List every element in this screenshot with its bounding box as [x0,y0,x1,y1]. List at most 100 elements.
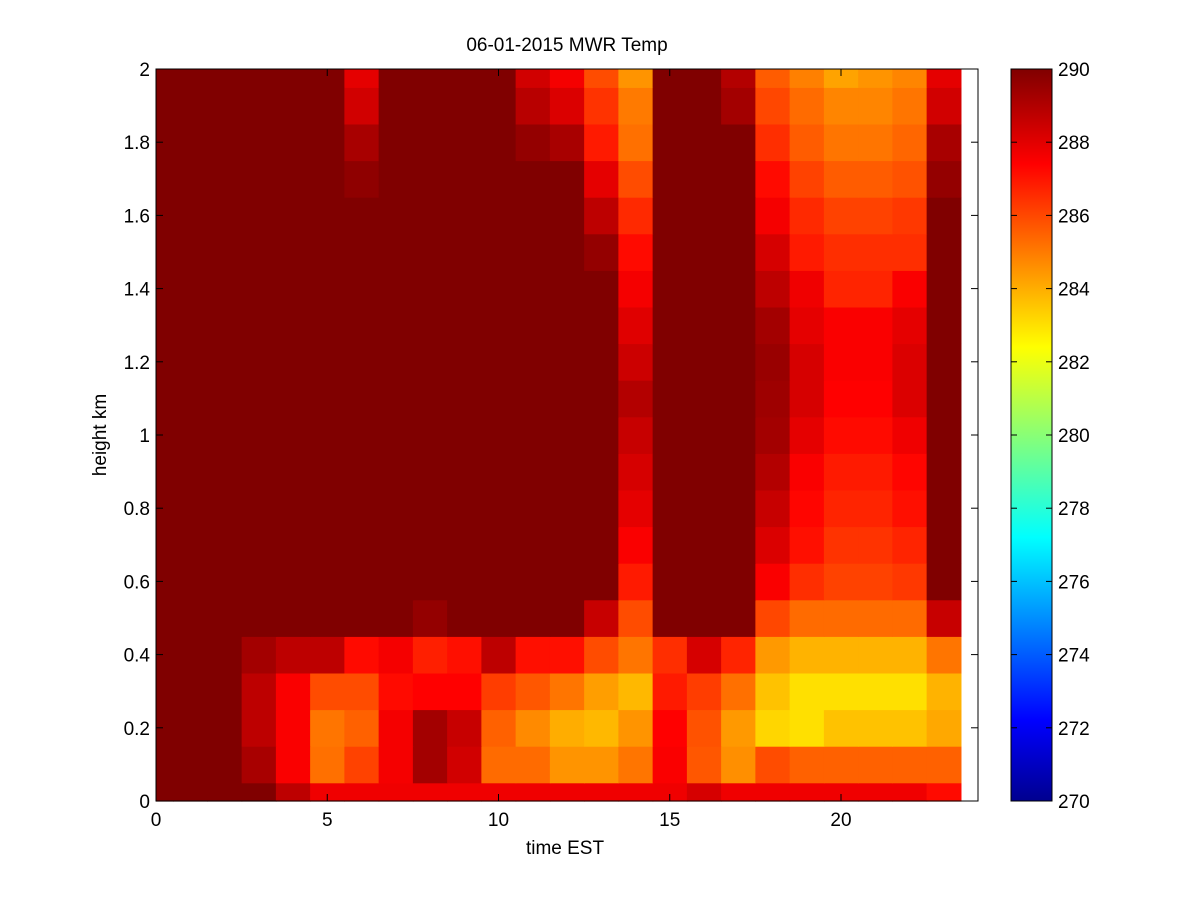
heatmap-cell [858,563,893,601]
heatmap-cell [789,87,825,125]
heatmap-cell [173,87,208,125]
heatmap-cell [549,489,585,528]
heatmap-cell [447,599,482,637]
heatmap-cell [686,599,722,637]
heatmap-cell [173,672,208,711]
heatmap-cell [207,599,243,637]
heatmap-cell [858,160,893,198]
heatmap-cell [926,453,962,491]
heatmap-cell [892,233,928,271]
heatmap-cell [823,197,859,235]
heatmap-cell [652,197,688,235]
heatmap-cell [823,746,859,784]
y-axis-ticks: 0 0.2 0.4 0.6 0.8 1 1.2 1.4 1.6 1.8 2 [124,60,978,813]
heatmap-cell [858,343,893,381]
heatmap-cell [618,709,654,747]
heatmap-cell [926,160,962,198]
heatmap-cell [584,123,619,162]
heatmap-cell [823,453,859,491]
heatmap-cell [892,69,928,88]
x-axis-label: time EST [526,838,605,859]
heatmap-cell [173,306,208,345]
heatmap-cell [173,343,208,381]
heatmap-cell [789,746,825,784]
heatmap-cell [173,380,208,418]
heatmap-cell [755,270,791,308]
heatmap-cell [378,672,414,711]
heatmap-cell [652,782,688,802]
heatmap-cell [481,87,517,125]
heatmap-cell [549,343,585,381]
heatmap-cell [156,380,174,418]
heatmap-cell [858,416,893,454]
heatmap-cell [549,416,585,454]
heatmap-cell [515,380,551,418]
heatmap-cell [892,526,928,564]
heatmap-cell [310,69,345,88]
heatmap-cell [823,526,859,564]
heatmap-cell [378,636,414,674]
heatmap-cell [173,489,208,528]
heatmap-cell [156,270,174,308]
x-tick-label: 20 [830,810,851,831]
heatmap-cell [721,197,756,235]
heatmap-cell [618,526,654,564]
heatmap-cell [755,380,791,418]
heatmap-cell [241,709,277,747]
heatmap-cell [481,636,517,674]
heatmap-cell [686,709,722,747]
x-tick-label: 5 [322,810,333,831]
heatmap-cell [156,306,174,345]
heatmap-cell [156,599,174,637]
heatmap-cell [378,233,414,271]
heatmap-cell [275,416,311,454]
heatmap-cell [344,69,380,88]
heatmap-cell [241,489,277,528]
heatmap-cell [310,636,345,674]
heatmap-cell [447,563,482,601]
heatmap-cell [584,416,619,454]
heatmap-cell [156,563,174,601]
heatmap-cell [823,233,859,271]
heatmap-cell [310,197,345,235]
heatmap-cell [858,672,893,711]
heatmap-cell [447,197,482,235]
colorbar-tick-label: 290 [1058,60,1090,81]
heatmap-cell [241,672,277,711]
colorbar-frame [1010,68,1053,802]
heatmap-cell [823,563,859,601]
heatmap-cell [721,782,756,802]
heatmap-cell [515,746,551,784]
heatmap-cell [378,489,414,528]
heatmap-cell [275,343,311,381]
heatmap-cell [378,69,414,88]
heatmap-cell [447,636,482,674]
heatmap-cell [823,343,859,381]
heatmap-cell [858,197,893,235]
heatmap-cell [173,123,208,162]
heatmap-cell [721,599,756,637]
heatmap-cell [789,123,825,162]
heatmap-cell [584,453,619,491]
heatmap-cell [344,672,380,711]
heatmap-cell [892,306,928,345]
heatmap-cell [515,416,551,454]
heatmap-cell [310,306,345,345]
heatmap-cell [618,123,654,162]
heatmap-cell [584,69,619,88]
heatmap-cell [447,306,482,345]
x-tick-label: 10 [488,810,509,831]
heatmap-cell [241,306,277,345]
heatmap-cell [378,563,414,601]
heatmap-cell [447,526,482,564]
heatmap-cell [173,709,208,747]
heatmap-cell [789,69,825,88]
heatmap-cell [515,453,551,491]
heatmap-cell [412,270,448,308]
colorbar-gradient [1011,69,1052,801]
heatmap-cell [858,123,893,162]
heatmap-cell [481,160,517,198]
heatmap-cell [378,343,414,381]
heatmap-cell [412,782,448,802]
heatmap-cell [481,416,517,454]
